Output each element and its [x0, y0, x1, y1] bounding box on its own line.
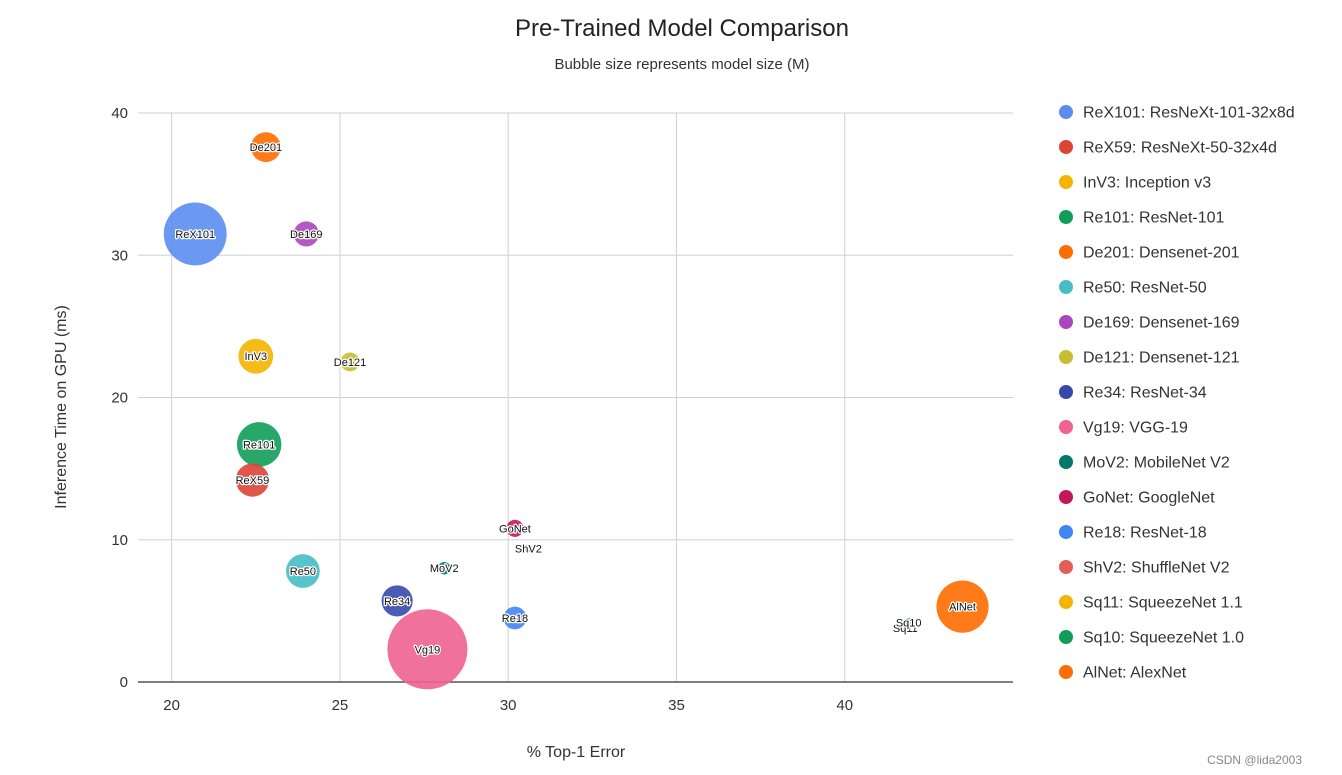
legend-swatch — [1059, 210, 1073, 224]
legend-swatch — [1059, 280, 1073, 294]
bubble-label: De121 — [334, 357, 366, 369]
bubble-label: Re18 — [502, 613, 528, 625]
bubble-label: De201 — [250, 142, 282, 154]
legend-swatch — [1059, 525, 1073, 539]
legend-swatch — [1059, 630, 1073, 644]
bubbles: Vg19 ReX101 AlNet Re101 InV3 Re50 ReX59 Re34 De2… — [163, 132, 989, 690]
bubble-alnet — [936, 580, 989, 633]
bubble-shv2 — [524, 544, 533, 553]
y-tick-label: 30 — [111, 247, 128, 264]
bubble-label: Vg19 — [415, 644, 441, 656]
legend-entry: ReX59: ResNeXt-50-32x4d — [1083, 140, 1277, 157]
legend-swatch — [1059, 385, 1073, 399]
legend-swatch — [1059, 595, 1073, 609]
bubble-de121 — [340, 352, 360, 372]
legend-swatch — [1059, 420, 1073, 434]
legend-entry: Re34: ResNet-34 — [1083, 385, 1207, 402]
x-tick-label: 35 — [668, 697, 685, 714]
grid — [138, 112, 1013, 682]
bubble-re18 — [503, 606, 527, 630]
chart-subtitle: Bubble size represents model size (M) — [554, 56, 809, 73]
x-tick-label: 25 — [332, 697, 349, 714]
bubble-de201 — [250, 132, 281, 163]
bubble-re101 — [236, 422, 282, 467]
legend-swatch — [1059, 455, 1073, 469]
bubble-label: InV3 — [244, 351, 267, 363]
y-tick-label: 10 — [111, 532, 128, 549]
bubble-label: Re34 — [384, 596, 410, 608]
legend-entry: De169: Densenet-169 — [1083, 315, 1240, 332]
bubble-label: GoNet — [499, 523, 531, 535]
bubble-label: Re101 — [243, 439, 275, 451]
bubble-gonet — [506, 519, 524, 537]
legend-entry: GoNet: GoogleNet — [1083, 490, 1215, 507]
x-axis-label: % Top-1 Error — [527, 744, 626, 761]
legend-swatch — [1059, 245, 1073, 259]
legend-entry: Sq10: SqueezeNet 1.0 — [1083, 630, 1244, 647]
legend-entry: Re50: ResNet-50 — [1083, 280, 1207, 297]
legend-entry: Vg19: VGG-19 — [1083, 420, 1188, 437]
bubble-inv3 — [238, 338, 274, 374]
bubble-label: Sq10 — [896, 617, 922, 629]
y-axis-label: Inference Time on GPU (ms) — [53, 305, 70, 509]
legend-swatch — [1059, 175, 1073, 189]
bubble-sq10 — [904, 618, 913, 627]
bubble-vg19 — [387, 609, 468, 690]
bubble-re50 — [286, 554, 320, 588]
legend-entry: De121: Densenet-121 — [1083, 350, 1240, 367]
legend-entry: InV3: Inception v3 — [1083, 175, 1211, 192]
legend-entry: Re18: ResNet-18 — [1083, 525, 1207, 542]
legend-entry: Sq11: SqueezeNet 1.1 — [1083, 595, 1243, 612]
bubble-mov2 — [438, 561, 451, 575]
bubble-label: MoV2 — [430, 563, 459, 575]
legend-entry: ReX101: ResNeXt-101-32x8d — [1083, 105, 1295, 122]
legend-entry: ShV2: ShuffleNet V2 — [1083, 560, 1230, 577]
bubble-label: Re50 — [290, 566, 316, 578]
legend-swatch — [1059, 105, 1073, 119]
bubble-label: ReX59 — [236, 475, 270, 487]
legend-swatch — [1059, 490, 1073, 504]
bubble-label: ShV2 — [515, 543, 542, 555]
legend-swatch — [1059, 665, 1073, 679]
legend-swatch — [1059, 350, 1073, 364]
y-tick-label: 40 — [111, 105, 128, 122]
legend-swatch — [1059, 140, 1073, 154]
x-tick-label: 40 — [836, 697, 853, 714]
bubble-rex101 — [163, 202, 227, 266]
x-tick-label: 30 — [500, 697, 517, 714]
y-tick-label: 0 — [120, 674, 128, 691]
legend-entry: MoV2: MobileNet V2 — [1083, 455, 1230, 472]
axes: 20 25 30 35 40 0 10 20 30 40 — [111, 105, 1013, 714]
bubble-label: Sq11 — [893, 623, 918, 635]
legend-swatch — [1059, 560, 1073, 574]
bubble-rex59 — [235, 463, 270, 497]
bubble-re34 — [381, 585, 413, 617]
legend-entry: Re101: ResNet-101 — [1083, 210, 1225, 227]
legend-entry: AlNet: AlexNet — [1083, 665, 1187, 682]
x-tick-label: 20 — [163, 697, 180, 714]
bubble-label: De169 — [290, 229, 322, 241]
legend-entry: De201: Densenet-201 — [1083, 245, 1240, 262]
y-tick-label: 20 — [111, 390, 128, 407]
legend-swatch — [1059, 315, 1073, 329]
watermark: CSDN @lida2003 — [1207, 753, 1302, 767]
bubble-label: AlNet — [949, 602, 976, 614]
bubble-de169 — [293, 221, 319, 247]
chart-title: Pre-Trained Model Comparison — [515, 15, 849, 42]
legend: ReX101: ResNeXt-101-32x8d ReX59: ResNeXt-… — [1059, 105, 1295, 682]
bubble-label: ReX101 — [175, 229, 215, 241]
